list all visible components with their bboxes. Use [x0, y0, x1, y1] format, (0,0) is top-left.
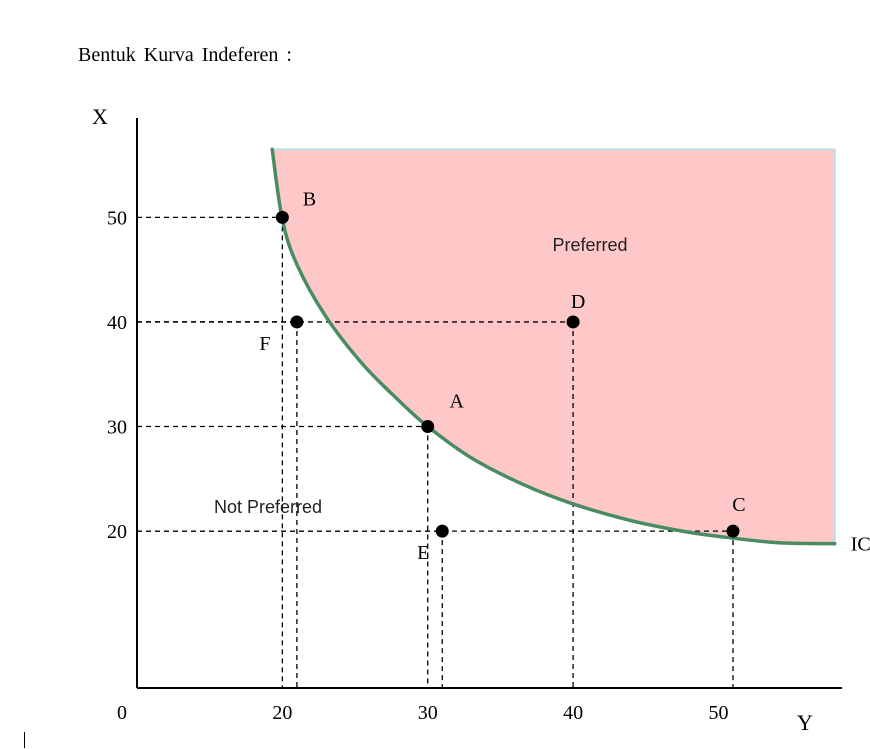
curve-name-label: IC — [851, 534, 870, 556]
x-tick-label-40: 40 — [563, 702, 583, 724]
x-tick-label-30: 30 — [418, 702, 438, 724]
point-d — [566, 315, 580, 329]
document-heading: Bentuk Kurva Indeferen : — [78, 44, 292, 66]
preferred-region — [272, 149, 835, 544]
not-preferred-label: Not Preferred — [214, 497, 322, 517]
axes-layer — [136, 118, 842, 689]
origin-label: 0 — [117, 702, 127, 724]
x-tick-label-50: 50 — [708, 702, 728, 724]
y-axis-title: X — [92, 104, 108, 129]
preferred-region-layer — [272, 148, 836, 544]
y-tick-label-30: 30 — [107, 417, 127, 439]
point-b — [275, 210, 289, 224]
labels-layer: 20 30 40 50 20 30 40 50 0 X Y B F D A E C Preferred Not Pr… — [92, 104, 870, 735]
preferred-label: Preferred — [552, 235, 627, 255]
point-label-c: C — [732, 494, 745, 516]
y-tick-label-40: 40 — [107, 312, 127, 334]
point-label-f: F — [259, 333, 270, 355]
text-cursor — [24, 732, 25, 748]
points-layer — [275, 210, 740, 538]
y-tick-label-20: 20 — [107, 521, 127, 543]
point-label-b: B — [303, 188, 316, 210]
indifference-curve — [270, 147, 837, 546]
x-axis-title: Y — [797, 710, 813, 735]
y-tick-label-50: 50 — [107, 207, 127, 229]
x-tick-label-20: 20 — [272, 702, 292, 724]
point-c — [726, 524, 740, 538]
point-label-d: D — [571, 291, 585, 313]
curve-layer — [270, 147, 837, 546]
point-f — [290, 315, 304, 329]
point-label-a: A — [449, 391, 464, 413]
point-a — [421, 420, 435, 434]
point-e — [435, 524, 449, 538]
point-label-e: E — [417, 542, 429, 564]
